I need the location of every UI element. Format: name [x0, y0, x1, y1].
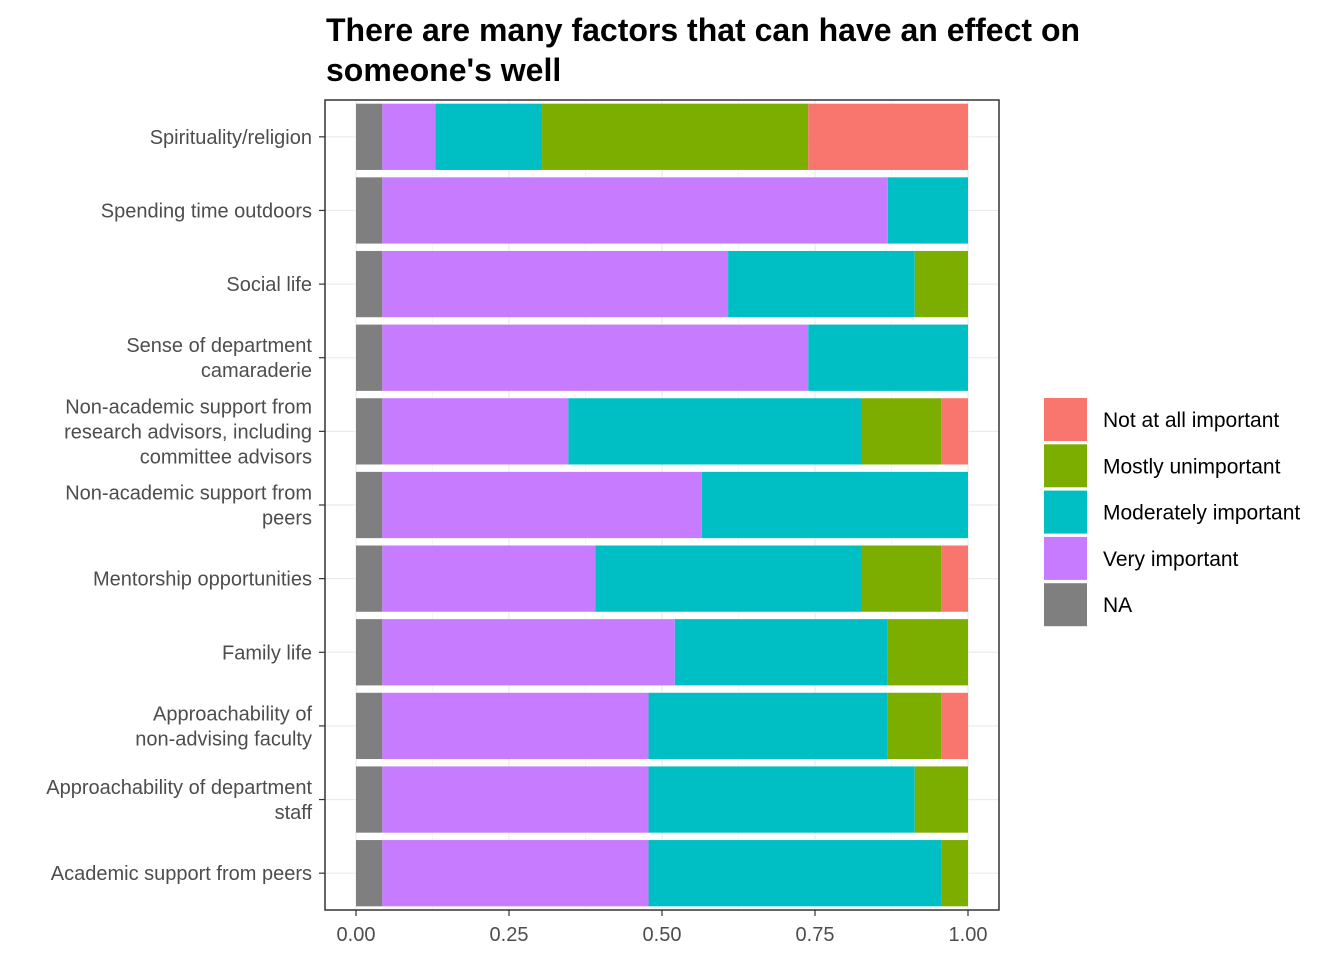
bar-segment [808, 324, 968, 391]
bar-segment [382, 766, 649, 833]
chart-title-line-1: There are many factors that can have an … [326, 12, 1081, 48]
x-tick-label: 0.00 [337, 924, 376, 946]
bar-segment [382, 324, 809, 391]
y-tick-label: Non-academic support from research adviso… [64, 396, 312, 468]
y-tick-label: Approachability of department staff [46, 777, 312, 824]
legend-swatch [1044, 398, 1087, 441]
y-axis: Spirituality/religion Spending time outdo… [46, 127, 325, 885]
y-tick-label: Spending time outdoors [101, 200, 312, 222]
bar-segment [542, 103, 809, 170]
bar-segment [382, 840, 649, 907]
bar-segment [941, 840, 968, 907]
y-tick-label: Sense of department camaraderie [126, 335, 312, 382]
bar-segment [356, 840, 383, 907]
legend-swatch [1044, 490, 1087, 534]
legend-label: Not at all important [1103, 409, 1279, 432]
y-tick-label: Social life [226, 274, 312, 296]
y-tick-label: Academic support from peers [51, 863, 312, 885]
bar-segment [861, 398, 942, 465]
bar-segment [941, 398, 968, 465]
bars [356, 103, 968, 907]
y-tick-label: Approachability of non-advising faculty [135, 703, 312, 750]
bar-segment [356, 692, 383, 760]
bar-segment [356, 766, 383, 833]
bar-segment [648, 692, 888, 760]
bar-segment [382, 471, 702, 539]
bar-segment [941, 545, 968, 612]
bar-segment [887, 692, 942, 760]
bar-segment [648, 840, 942, 907]
chart-title: There are many factors that can have an … [326, 10, 1226, 90]
x-tick-label: 0.25 [490, 924, 529, 946]
x-tick-label: 0.50 [643, 924, 682, 946]
bar-segment [674, 619, 888, 686]
bar-segment [914, 766, 968, 833]
bar-segment [356, 471, 383, 539]
legend-swatch [1044, 444, 1087, 488]
bar-segment [356, 545, 383, 612]
x-tick-label: 1.00 [949, 924, 988, 946]
y-tick-label: Spirituality/religion [150, 127, 312, 149]
bar-segment [914, 250, 968, 318]
bar-segment [382, 619, 675, 686]
bar-segment [568, 398, 862, 465]
bar-segment [382, 692, 649, 760]
legend-label: Very important [1103, 548, 1239, 571]
bar-segment [941, 692, 968, 760]
legend-label: NA [1103, 594, 1132, 617]
chart-title-line-2: someone's well [326, 52, 562, 88]
legend-label: Mostly unimportant [1103, 455, 1281, 478]
bar-segment [728, 250, 915, 318]
bar-segment [356, 324, 383, 391]
legend-swatch [1044, 583, 1087, 627]
y-tick-label: Mentorship opportunities [93, 569, 312, 591]
bar-segment [356, 177, 383, 244]
bar-segment [887, 619, 968, 686]
bar-segment [382, 398, 569, 465]
bar-segment [382, 103, 436, 170]
bar-segment [435, 103, 543, 170]
y-tick-label: Family life [222, 642, 312, 664]
bar-segment [808, 103, 968, 170]
bar-segment [356, 250, 383, 318]
bar-segment [701, 471, 968, 539]
bar-segment [887, 177, 968, 244]
bar-segment [356, 398, 383, 465]
bar-segment [382, 177, 888, 244]
bar-segment [648, 766, 915, 833]
y-tick-label: Non-academic support from peers [65, 483, 312, 530]
legend-label: Moderately important [1103, 502, 1300, 525]
legend-swatch [1044, 536, 1087, 580]
bar-segment [595, 545, 862, 612]
x-tick-label: 0.75 [796, 924, 835, 946]
x-axis: 0.00 0.25 0.50 0.75 1.00 [337, 910, 988, 946]
bar-segment [356, 619, 383, 686]
bar-segment [382, 545, 596, 612]
bar-segment [861, 545, 942, 612]
bar-segment [356, 103, 383, 170]
bar-segment [382, 250, 729, 318]
legend: Not at all important Mostly unimportant Mo… [1044, 398, 1300, 627]
